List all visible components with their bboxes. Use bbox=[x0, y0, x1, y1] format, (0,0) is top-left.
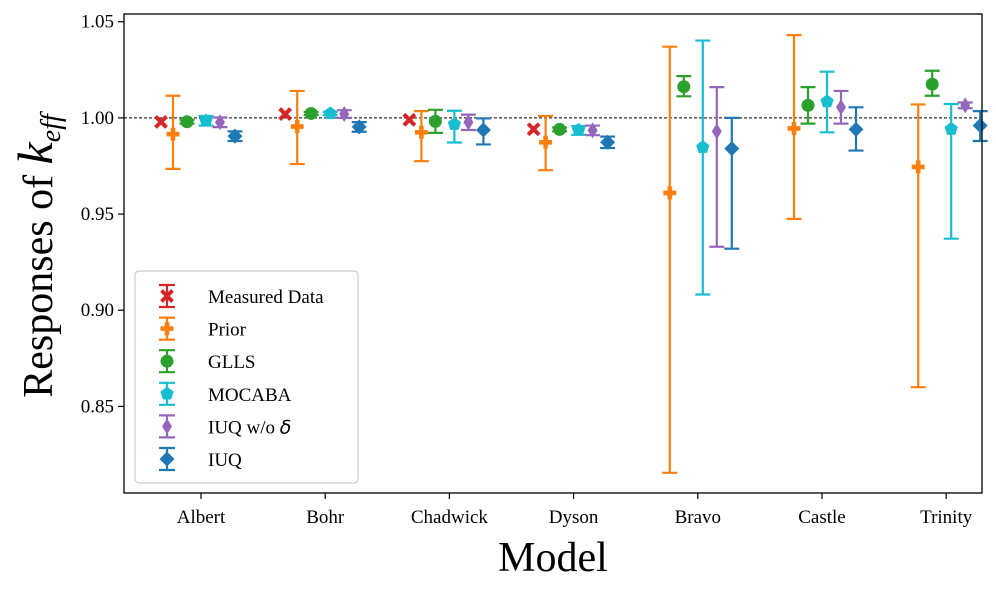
data-point bbox=[428, 114, 442, 128]
data-point bbox=[180, 115, 194, 129]
data-point bbox=[447, 117, 462, 130]
y-axis-title: Responses of keff bbox=[7, 111, 67, 398]
legend-box bbox=[134, 270, 359, 484]
legend-entry: GLLS bbox=[159, 349, 256, 374]
data-point bbox=[215, 114, 225, 131]
data-point bbox=[972, 118, 988, 134]
legend-label: IUQ w/o δ bbox=[208, 416, 291, 438]
x-tick-label: Dyson bbox=[549, 507, 599, 528]
data-point bbox=[166, 127, 180, 141]
y-axis-title-subscript: eff bbox=[36, 111, 67, 142]
data-point bbox=[960, 97, 971, 114]
y-axis-title-prefix: Responses of bbox=[16, 164, 62, 397]
x-tick-label: Bohr bbox=[306, 507, 345, 528]
legend-label: Measured Data bbox=[208, 287, 324, 308]
legend-entry: Prior bbox=[159, 316, 247, 341]
data-point bbox=[663, 186, 677, 200]
y-tick-label: 1.05 bbox=[81, 12, 114, 33]
y-tick-label: 0.95 bbox=[81, 204, 114, 225]
x-tick-label: Albert bbox=[177, 507, 226, 528]
x-tick-label: Castle bbox=[798, 507, 846, 528]
legend-marker bbox=[160, 289, 174, 303]
data-point bbox=[801, 98, 815, 112]
legend-label-text: GLLS bbox=[208, 352, 256, 373]
legend-label-text: IUQ bbox=[208, 450, 242, 471]
data-point bbox=[677, 80, 691, 94]
series-glls bbox=[179, 69, 940, 136]
series-prior bbox=[165, 34, 926, 474]
data-point bbox=[600, 134, 616, 150]
data-point bbox=[911, 160, 925, 174]
data-point bbox=[463, 114, 474, 131]
plot-frame bbox=[123, 13, 983, 494]
legend-label-text: MOCABA bbox=[208, 385, 292, 406]
legend-label: MOCABA bbox=[208, 385, 292, 406]
data-point bbox=[402, 112, 417, 127]
data-point bbox=[154, 115, 168, 129]
data-point bbox=[820, 94, 834, 108]
data-point bbox=[553, 122, 567, 136]
y-tick-label: 0.90 bbox=[81, 300, 114, 321]
data-point bbox=[304, 106, 318, 120]
series-measured-data bbox=[154, 107, 541, 137]
x-tick-label: Bravo bbox=[675, 507, 721, 528]
data-point bbox=[787, 121, 801, 135]
legend-label: Prior bbox=[208, 320, 247, 341]
data-point bbox=[339, 106, 350, 123]
y-tick-label: 1.00 bbox=[81, 108, 114, 129]
legend-entry: IUQ bbox=[159, 446, 242, 472]
legend: Measured Data Prior GLLS MOCABA IUQ w/o δ IUQ bbox=[134, 270, 359, 484]
x-axis-title: Model bbox=[498, 535, 608, 581]
data-point bbox=[925, 77, 939, 91]
legend-label-text: IUQ w/o bbox=[208, 417, 280, 438]
error-bar bbox=[695, 39, 711, 296]
data-point bbox=[848, 121, 864, 137]
error-bar bbox=[910, 103, 926, 389]
legend-label-text: Measured Data bbox=[208, 287, 324, 308]
series-mocaba bbox=[198, 39, 959, 296]
data-point bbox=[351, 119, 367, 135]
data-point bbox=[724, 141, 740, 157]
plot-area bbox=[124, 34, 988, 474]
error-bar bbox=[662, 45, 678, 474]
data-point bbox=[539, 135, 553, 149]
data-point bbox=[475, 122, 491, 138]
error-bar bbox=[724, 116, 740, 250]
legend-marker bbox=[160, 386, 174, 400]
data-point bbox=[227, 128, 243, 144]
data-point bbox=[526, 122, 541, 137]
data-point bbox=[199, 113, 213, 127]
axes: 0.85 0.90 0.95 1.00 1.05 Albert Bohr Chadwick Dy… bbox=[81, 12, 983, 528]
data-point bbox=[696, 140, 710, 153]
error-bar bbox=[709, 86, 725, 248]
data-point bbox=[571, 123, 586, 136]
legend-label: IUQ bbox=[208, 450, 242, 471]
series-iuq-w-o-delta bbox=[212, 86, 973, 248]
legend-label: GLLS bbox=[208, 352, 256, 373]
data-point bbox=[290, 120, 304, 134]
data-point bbox=[414, 125, 428, 139]
x-tick-label: Trinity bbox=[920, 507, 973, 528]
data-point bbox=[711, 123, 722, 140]
legend-label-symbol: δ bbox=[280, 416, 292, 438]
series-iuq bbox=[227, 106, 988, 250]
legend-entry: MOCABA bbox=[159, 381, 292, 406]
data-point bbox=[944, 122, 958, 135]
legend-marker bbox=[160, 354, 174, 368]
legend-marker bbox=[162, 418, 172, 435]
data-point bbox=[278, 107, 293, 121]
y-axis-title-symbol: k bbox=[7, 141, 63, 164]
legend-marker bbox=[159, 451, 175, 467]
legend-marker bbox=[160, 322, 174, 336]
data-point bbox=[587, 122, 598, 139]
legend-label-text: Prior bbox=[208, 320, 247, 341]
legend-entry: Measured Data bbox=[159, 283, 324, 309]
data-point bbox=[836, 99, 846, 116]
data-point bbox=[323, 106, 337, 120]
y-tick-label: 0.85 bbox=[81, 396, 114, 417]
x-tick-label: Chadwick bbox=[411, 507, 489, 528]
legend-entry: IUQ w/o δ bbox=[159, 414, 291, 439]
